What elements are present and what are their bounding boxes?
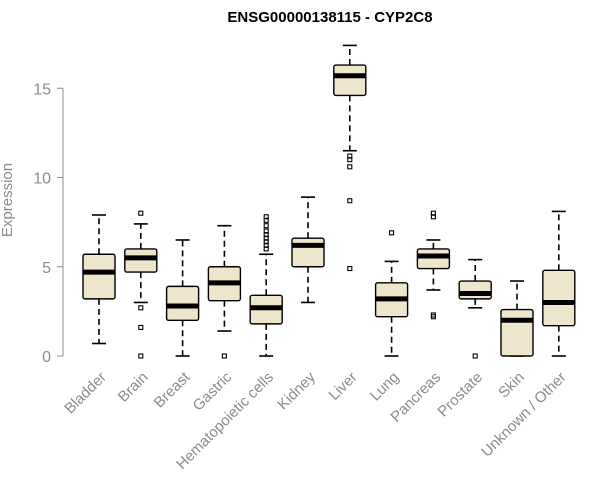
box-hematopoietic-cells	[249, 214, 283, 357]
x-tick-label: Prostate	[434, 369, 486, 421]
box-pancreas	[416, 210, 451, 320]
outlier-point	[221, 353, 227, 359]
outlier-point	[347, 157, 353, 163]
box-skin	[500, 280, 534, 357]
outlier-point	[138, 210, 144, 216]
outlier-point	[263, 223, 269, 229]
box-iqr	[500, 308, 534, 357]
box-bladder	[82, 214, 116, 345]
chart-title: ENSG00000138115 - CYP2C8	[227, 9, 432, 26]
x-tick-label: Brain	[115, 369, 152, 406]
y-tick-label: 15	[33, 81, 51, 98]
outlier-point	[138, 324, 144, 330]
y-tick-label: 10	[33, 171, 51, 188]
box-iqr	[124, 248, 158, 273]
box-iqr	[458, 280, 492, 300]
box-iqr	[82, 253, 116, 300]
x-tick-label: Liver	[326, 369, 361, 404]
x-tick-label: Lung	[367, 369, 403, 405]
outlier-point	[138, 353, 144, 359]
box-breast	[165, 239, 200, 357]
box-prostate	[458, 258, 492, 359]
box-iqr	[416, 248, 451, 270]
box-iqr	[165, 285, 200, 322]
outlier-point	[430, 314, 436, 320]
outlier-point	[263, 214, 269, 220]
outlier-point	[263, 228, 269, 234]
box-gastric	[207, 224, 242, 359]
outlier-point	[430, 214, 436, 220]
box-kidney	[291, 196, 325, 304]
y-axis: 0 5 10 15	[33, 81, 64, 366]
box-unknown-other	[542, 210, 576, 357]
x-tick-label: Bladder	[61, 369, 110, 418]
x-tick-label: Kidney	[274, 368, 319, 413]
outlier-point	[389, 230, 395, 236]
y-tick-label: 5	[42, 260, 51, 277]
outlier-point	[472, 353, 478, 359]
box-lung	[374, 230, 409, 357]
box-iqr	[542, 269, 576, 327]
outlier-point	[347, 265, 353, 272]
outlier-point	[138, 305, 144, 311]
x-tick-label: Skin	[495, 369, 528, 402]
y-tick-label: 0	[42, 349, 51, 366]
box-brain	[124, 210, 158, 359]
box-iqr	[333, 64, 367, 97]
outlier-point	[347, 164, 353, 170]
box-iqr	[291, 237, 325, 268]
outlier-point	[347, 198, 353, 204]
boxes-group	[82, 44, 576, 359]
y-axis-label: Expression	[0, 163, 16, 237]
x-tick-label: Breast	[151, 368, 194, 411]
box-liver	[333, 44, 367, 272]
